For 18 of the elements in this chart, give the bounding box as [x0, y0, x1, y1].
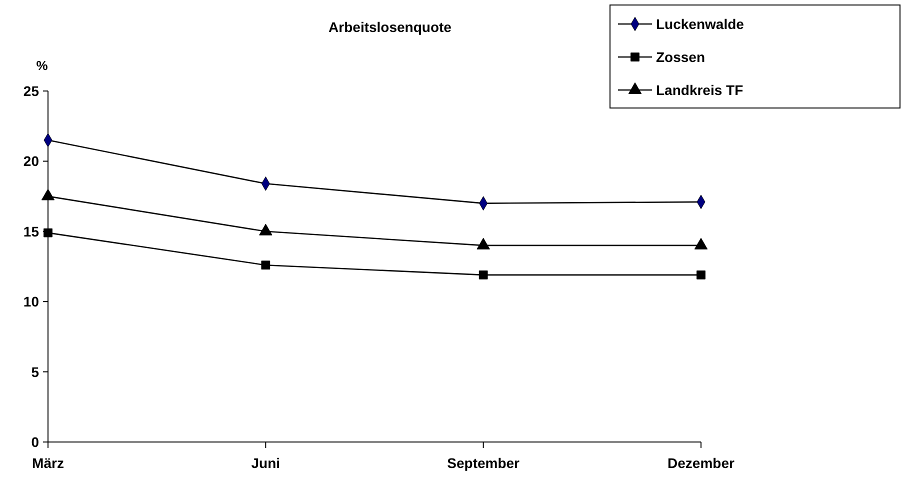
chart-title: Arbeitslosenquote [328, 19, 452, 35]
legend-label: Zossen [656, 49, 706, 65]
y-tick-label: 5 [31, 364, 40, 380]
legend-label: Landkreis TF [656, 82, 744, 98]
y-tick-label: 15 [23, 223, 40, 240]
point [696, 270, 706, 280]
y-tick-label: 10 [23, 294, 40, 310]
point [478, 270, 488, 280]
y-tick-label: 25 [23, 83, 40, 99]
y-tick-label: 0 [31, 434, 40, 450]
point [261, 260, 270, 270]
y-axis-title: % [36, 58, 48, 73]
x-tick-label: Dezember [668, 455, 736, 471]
x-tick-label: März [32, 455, 64, 471]
legend-label: Luckenwalde [656, 16, 744, 32]
x-tick-label: September [447, 455, 520, 471]
x-tick-label: Juni [251, 455, 280, 471]
y-tick-label: 20 [23, 153, 40, 170]
